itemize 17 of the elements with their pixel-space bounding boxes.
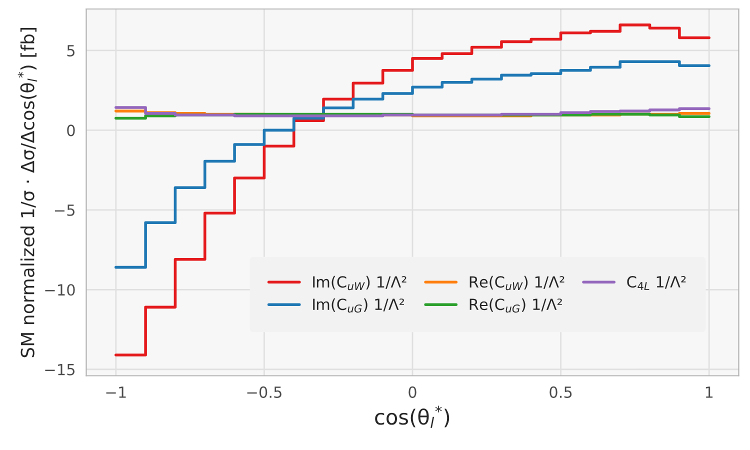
legend-label: C$_{4L}$ 1/Λ² xyxy=(627,276,686,290)
y-axis-title: SM normalized 1/σ · Δσ/Δcos(θ$_{l}$$^{*}$) [fb] xyxy=(18,28,38,358)
y-tick-label: 5 xyxy=(67,45,74,56)
legend-label: Im(C$_{uG}$) 1/Λ² xyxy=(313,298,404,313)
x-tick-label: −1 xyxy=(106,386,126,398)
x-tick-label: −0.5 xyxy=(247,386,282,398)
legend-label: Im(C$_{uW}$) 1/Λ² xyxy=(313,276,406,290)
y-tick-label: 0 xyxy=(67,124,75,136)
y-tick-label: −5 xyxy=(54,204,74,216)
x-tick-label: 0.5 xyxy=(550,386,572,398)
y-tick-label: −15 xyxy=(45,364,74,376)
y-tick-label: −10 xyxy=(45,284,75,296)
x-tick-label: 0 xyxy=(408,386,416,398)
legend-label: Re(C$_{uG}$) 1/Λ² xyxy=(470,298,562,313)
x-axis-title: cos(θ$_{l}$$^{*}$) xyxy=(375,406,450,428)
x-tick-label: 1 xyxy=(706,386,713,398)
legend-label: Re(C$_{uW}$) 1/Λ² xyxy=(470,276,564,290)
